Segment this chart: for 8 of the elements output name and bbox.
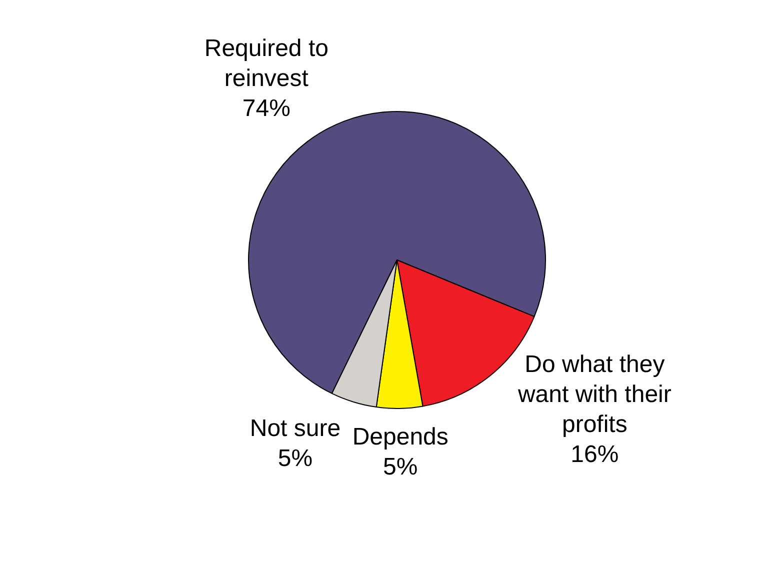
slice-label: Do what they want with their profits <box>516 351 672 438</box>
data-label: 74% <box>242 95 290 122</box>
data-label: 16% <box>570 441 619 468</box>
slice-label: Not sure <box>250 415 341 442</box>
slice-label: Required to reinvest <box>204 35 328 92</box>
data-label: 5% <box>278 445 313 472</box>
slice-label: Depends <box>352 424 448 451</box>
data-label: 5% <box>383 454 418 481</box>
